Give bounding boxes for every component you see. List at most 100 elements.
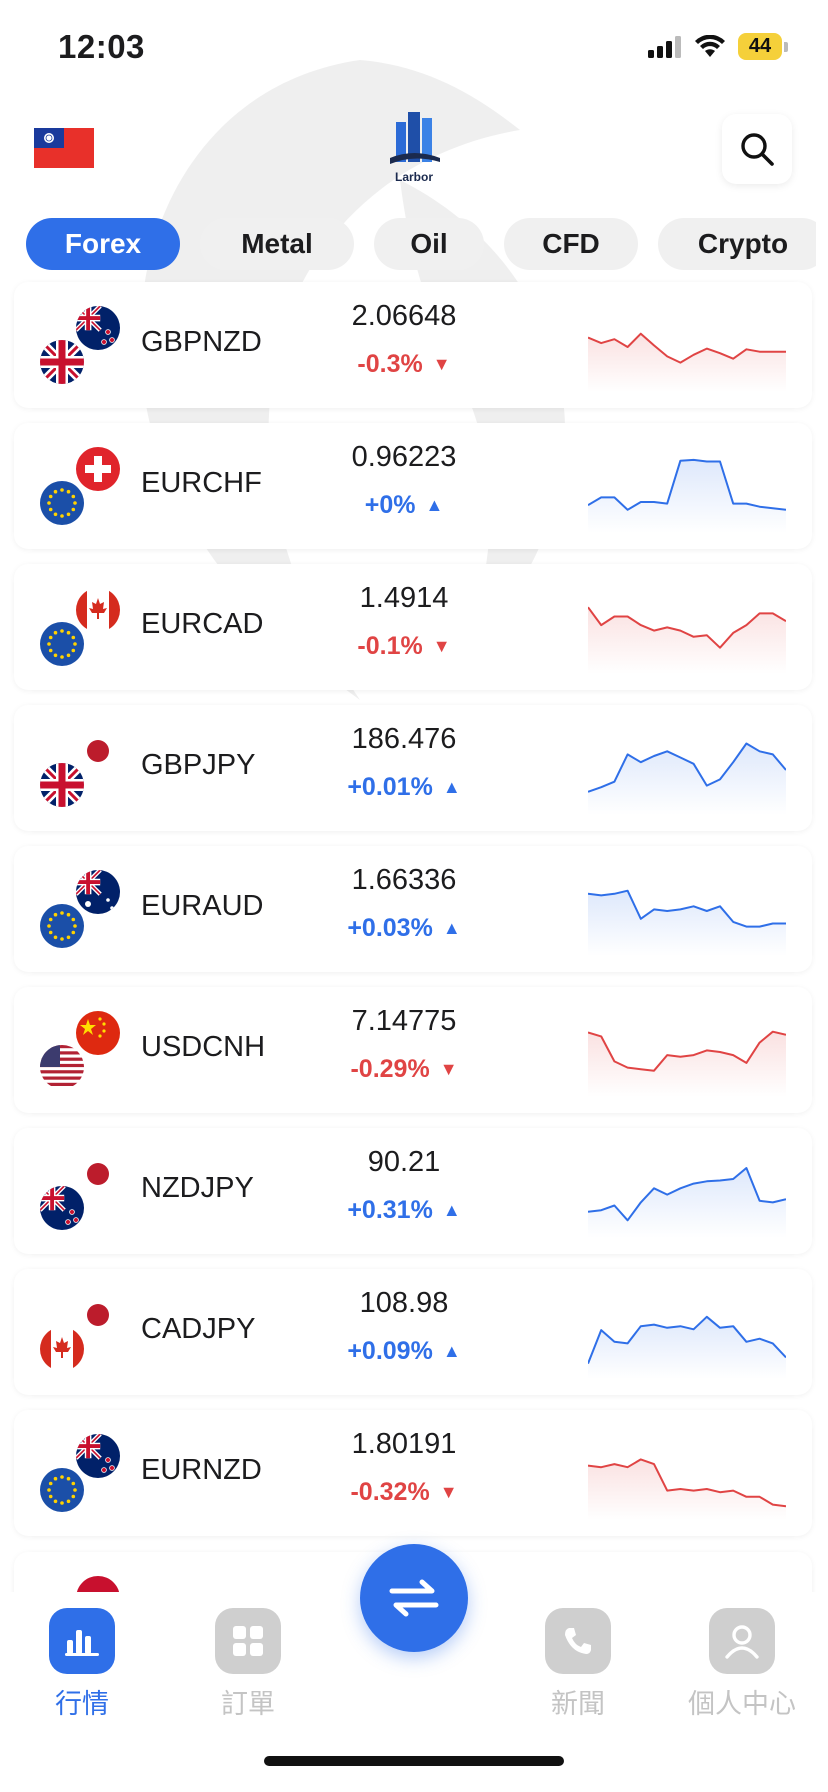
- eu-flag-icon: [40, 1468, 84, 1512]
- currency-pair-flags: [40, 306, 120, 386]
- nav-market[interactable]: 行情: [22, 1608, 142, 1728]
- quote-row-usdcnh[interactable]: USDCNH 7.14775 -0.29% ▼: [14, 987, 812, 1113]
- sparkline-line: [588, 1458, 786, 1508]
- japan-flag-icon: [76, 1293, 120, 1337]
- sparkline-chart: [588, 1167, 786, 1238]
- quote-price: 1.80191: [351, 1428, 457, 1460]
- nav-label: 行情: [55, 1689, 109, 1720]
- sparkline-line: [588, 889, 786, 928]
- sparkline-line: [588, 332, 786, 364]
- quote-change: +0.09% ▲: [314, 1337, 494, 1366]
- quote-change-value: -0.32%: [350, 1478, 430, 1506]
- sparkline-chart: [588, 889, 786, 956]
- nav-label: 個人中心: [688, 1689, 796, 1720]
- canada-flag-icon: [76, 588, 120, 632]
- quote-row-eurchf[interactable]: EURCHF 0.96223 +0% ▲: [14, 423, 812, 549]
- battery-indicator: 44: [738, 33, 788, 60]
- sparkline-line: [588, 742, 786, 793]
- quote-symbol: USDCNH: [141, 1031, 266, 1063]
- home-indicator: [264, 1756, 564, 1766]
- quote-price: 2.06648: [351, 300, 457, 332]
- tab-forex[interactable]: Forex: [26, 218, 180, 270]
- japan-flag-icon: [76, 729, 120, 773]
- new-zealand-flag-icon: [76, 306, 120, 350]
- currency-pair-flags: [40, 870, 120, 950]
- new-zealand-flag-icon: [40, 1186, 84, 1230]
- japan-flag-icon: [76, 1152, 120, 1196]
- quote-change: -0.29% ▼: [314, 1055, 494, 1084]
- sparkline-area: [588, 1316, 786, 1379]
- quote-symbol: CADJPY: [141, 1313, 256, 1345]
- status-time: 12:03: [58, 28, 145, 65]
- quote-change: +0.03% ▲: [314, 914, 494, 943]
- quote-change: -0.3% ▼: [314, 350, 494, 379]
- quote-change-value: +0%: [364, 491, 416, 519]
- sparkline-area: [588, 1459, 786, 1520]
- australia-flag-icon: [76, 870, 120, 914]
- quote-symbol: EURCHF: [141, 467, 262, 499]
- sparkline-chart: [588, 606, 786, 674]
- sparkline-chart: [588, 332, 786, 392]
- triangle-down-icon: ▼: [439, 1482, 458, 1502]
- sparkline-chart: [588, 1315, 786, 1379]
- quote-change-value: -0.29%: [350, 1055, 430, 1083]
- battery-level: 44: [738, 33, 782, 60]
- new-zealand-flag-icon: [76, 1434, 120, 1478]
- quote-change-value: +0.03%: [347, 914, 433, 942]
- currency-pair-flags: [40, 1152, 120, 1232]
- quote-price: 1.4914: [359, 582, 449, 614]
- orders-grid-icon: [215, 1608, 281, 1674]
- trade-swap-button[interactable]: [360, 1544, 468, 1652]
- nav-label: 新聞: [551, 1689, 605, 1720]
- quote-row-cadjpy[interactable]: CADJPY 108.98 +0.09% ▲: [14, 1269, 812, 1395]
- tab-crypto[interactable]: Crypto: [658, 218, 816, 270]
- triangle-up-icon: ▲: [425, 495, 444, 515]
- triangle-up-icon: ▲: [442, 1200, 461, 1220]
- uk-flag-icon: [40, 763, 84, 807]
- quote-change-value: -0.3%: [357, 350, 423, 378]
- usa-flag-icon: [40, 1045, 84, 1089]
- eu-flag-icon: [40, 481, 84, 525]
- currency-pair-flags: [40, 1434, 120, 1514]
- quote-price: 90.21: [367, 1146, 441, 1178]
- quote-change-value: -0.1%: [357, 632, 423, 660]
- quote-change-value: +0.01%: [347, 773, 433, 801]
- quote-price: 0.96223: [351, 441, 457, 473]
- sparkline-area: [588, 333, 786, 392]
- tab-metal[interactable]: Metal: [200, 218, 354, 270]
- larbor-logo-icon: [390, 112, 440, 164]
- taiwan-flag-icon[interactable]: [34, 128, 94, 168]
- sparkline-area: [588, 1031, 786, 1097]
- quote-symbol: GBPJPY: [141, 749, 256, 781]
- quote-row-gbpjpy[interactable]: GBPJPY 186.476 +0.01% ▲: [14, 705, 812, 831]
- currency-pair-flags: [40, 1011, 120, 1091]
- sparkline-line: [588, 606, 786, 649]
- quote-row-eurnzd[interactable]: EURNZD 1.80191 -0.32% ▼: [14, 1410, 812, 1536]
- nav-profile[interactable]: 個人中心: [682, 1608, 802, 1728]
- triangle-up-icon: ▲: [442, 1341, 461, 1361]
- nav-orders[interactable]: 訂單: [188, 1608, 308, 1728]
- search-button[interactable]: [722, 114, 792, 184]
- quote-change: +0% ▲: [314, 491, 494, 520]
- status-bar: 12:03 44: [0, 0, 828, 100]
- china-flag-icon: [76, 1011, 120, 1055]
- sparkline-line: [588, 1167, 786, 1222]
- quote-list: GBPNZD 2.06648 -0.3% ▼ EURCHF 0.96223 +0% ▲ EURC…: [14, 282, 812, 1551]
- header: Larbor: [0, 108, 828, 204]
- status-icons: 44: [648, 33, 788, 60]
- quote-row-eurcad[interactable]: EURCAD 1.4914 -0.1% ▼: [14, 564, 812, 690]
- tab-oil[interactable]: Oil: [374, 218, 484, 270]
- triangle-down-icon: ▼: [432, 636, 451, 656]
- quote-change-value: +0.09%: [347, 1337, 433, 1365]
- quote-row-gbpnzd[interactable]: GBPNZD 2.06648 -0.3% ▼: [14, 282, 812, 408]
- quote-row-nzdjpy[interactable]: NZDJPY 90.21 +0.31% ▲: [14, 1128, 812, 1254]
- news-phone-icon: [545, 1608, 611, 1674]
- sparkline-area: [588, 743, 786, 815]
- quote-change: -0.1% ▼: [314, 632, 494, 661]
- sparkline-chart: [588, 742, 786, 815]
- nav-news[interactable]: 新聞: [518, 1608, 638, 1728]
- triangle-down-icon: ▼: [432, 354, 451, 374]
- quote-symbol: EURAUD: [141, 890, 264, 922]
- quote-row-euraud[interactable]: EURAUD 1.66336 +0.03% ▲: [14, 846, 812, 972]
- tab-cfd[interactable]: CFD: [504, 218, 638, 270]
